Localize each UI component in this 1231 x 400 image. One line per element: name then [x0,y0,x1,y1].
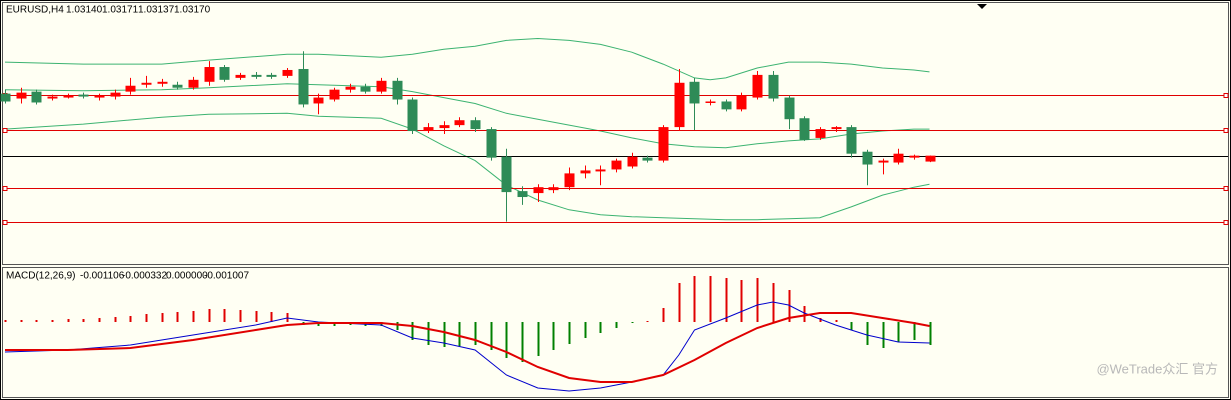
candle-body [266,74,277,77]
ohlc-label: 1.03137 [138,5,175,16]
indicator-value: -0.000332 [122,271,167,282]
candle-body [125,85,136,92]
indicator-value: 0.000000 [166,271,208,282]
candle-body [470,120,481,130]
candle-body [31,91,42,103]
candle-body [235,74,246,78]
candle-body [78,94,89,97]
price-header: EURUSD,H4 1.03140 1.03171 1.03137 1.0317… [6,5,211,16]
bollinger-band [4,83,930,149]
candle-body [580,170,591,174]
candle-body [658,127,669,161]
candle-body [705,101,716,103]
level-handle [1223,186,1229,191]
candle-body [110,92,121,97]
candle-body [329,89,340,100]
signal-line [5,312,930,383]
candle-body [376,80,387,92]
candle-body [392,80,403,100]
level-handle [1223,93,1229,98]
candle-body [172,84,183,88]
candle-body [219,67,230,80]
candle-body [486,129,497,158]
candle-body [564,173,575,188]
candle-body [878,160,889,163]
candle-body [16,92,27,99]
symbol-label: EURUSD,H4 [6,5,64,16]
candle-body [439,125,450,129]
candle-body [909,155,920,158]
candle-body [674,82,685,128]
candle-body [94,95,105,98]
level-handle [2,186,8,191]
candle-body [784,97,795,120]
level-handle [2,128,8,133]
shift-marker [977,4,987,9]
candle-body [627,156,638,167]
candle-body [799,118,810,140]
candle-body [752,74,763,98]
candle-body [925,155,936,162]
candle-body [721,101,732,110]
level-handle [2,220,8,225]
candle-body [298,68,309,105]
macd-line [4,301,930,392]
candle-body [141,82,152,85]
candle-body [815,129,826,138]
candle-body [454,120,465,126]
candle-body [501,156,512,193]
candle-body [188,79,199,88]
candle-body [282,69,293,76]
candle-body [204,67,215,82]
bollinger-band [4,112,930,221]
macd-header: MACD(12,26,9) -0.001106 -0.000332 0.0000… [6,271,249,282]
candle-body [642,157,653,161]
candle-body [548,187,559,191]
candle-body [689,81,700,104]
candle-body [47,96,58,99]
price-panel [2,2,1229,265]
candle-body [831,127,842,130]
level-handle [1223,128,1229,133]
indicator-value: -0.001106 [80,271,125,282]
candle-body [533,187,544,194]
candle-body [768,74,779,99]
candle-body [611,160,622,170]
candle-body [862,151,873,165]
candle-body [360,86,371,92]
indicator-value: -0.001007 [204,271,249,282]
candle-body [517,191,528,198]
candle-body [893,153,904,163]
indicator-label: MACD(12,26,9) [6,271,75,282]
ohlc-label: 1.03170 [174,5,211,16]
level-handle [1223,220,1229,225]
candle-body [846,127,857,154]
macd-panel [2,267,1229,398]
candle-body [63,95,74,98]
candle-body [313,97,324,104]
candle-body [0,93,11,102]
candle-body [736,95,747,110]
watermark: @WeTrade众汇 官方 [1096,361,1218,376]
ohlc-label: 1.03140 [66,5,103,16]
candle-body [157,81,168,84]
candle-body [251,74,262,77]
candle-body [423,127,434,132]
ohlc-label: 1.03171 [102,5,139,16]
bollinger-band [4,37,930,81]
candle-body [595,169,606,172]
candle-body [407,99,418,132]
candle-body [345,86,356,90]
